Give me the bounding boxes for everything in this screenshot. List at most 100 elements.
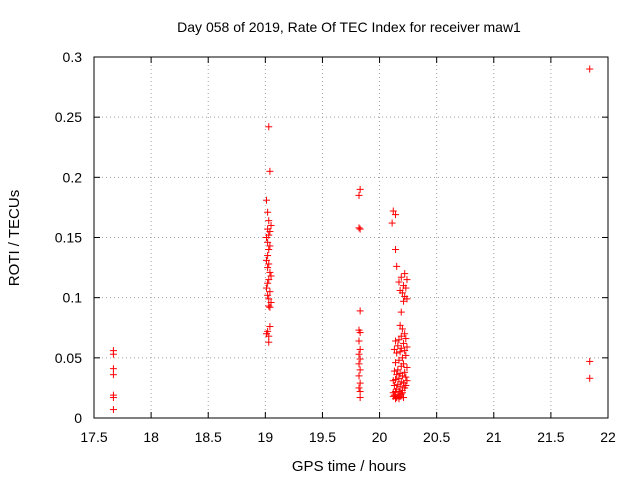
data-point <box>403 377 411 385</box>
data-point <box>394 366 402 374</box>
data-point <box>356 379 364 387</box>
data-point <box>397 273 405 281</box>
x-tick-labels: 17.5 18 18.5 19 19.5 20 20.5 21 21.5 22 <box>80 429 616 445</box>
data-point <box>266 268 274 276</box>
data-point <box>395 374 403 382</box>
data-point <box>355 350 363 358</box>
x-tick-label: 21 <box>486 429 502 445</box>
data-point <box>398 289 406 297</box>
x-tick-label: 19.5 <box>309 429 336 445</box>
data-point <box>356 366 364 374</box>
data-point <box>355 224 363 232</box>
data-point <box>389 392 397 400</box>
data-point <box>266 242 274 250</box>
data-point <box>401 368 409 376</box>
data-point <box>586 65 594 73</box>
data-point <box>265 332 273 340</box>
data-point <box>267 298 275 306</box>
data-point <box>356 355 364 363</box>
data-point <box>393 371 401 379</box>
data-point <box>392 211 400 219</box>
data-point <box>109 371 117 379</box>
data-point <box>356 307 364 315</box>
x-tick-label: 20.5 <box>423 429 450 445</box>
data-point <box>390 345 398 353</box>
data-point <box>395 278 403 286</box>
data-point <box>265 260 273 268</box>
data-point <box>356 388 364 396</box>
data-point <box>355 372 363 380</box>
data-point <box>355 360 363 368</box>
chart-title: Day 058 of 2019, Rate Of TEC Index for r… <box>177 19 521 35</box>
data-point <box>395 336 403 344</box>
y-axis-label: ROTI / TECUs <box>6 190 23 286</box>
data-point <box>266 323 274 331</box>
data-point <box>402 335 410 343</box>
x-tick-label: 18 <box>143 429 159 445</box>
data-point <box>356 225 364 233</box>
data-point <box>265 338 273 346</box>
data-point <box>264 238 272 246</box>
data-point <box>265 246 273 254</box>
y-tick-label: 0.15 <box>55 230 82 246</box>
data-point <box>355 191 363 199</box>
y-tick-label: 0 <box>74 410 82 426</box>
data-point <box>356 185 364 193</box>
data-point <box>397 308 405 316</box>
data-point <box>267 272 275 280</box>
y-tick-label: 0.3 <box>63 49 83 65</box>
x-tick-label: 20 <box>372 429 388 445</box>
data-point <box>264 252 272 260</box>
data-points <box>109 65 594 414</box>
data-point <box>403 343 411 351</box>
data-point <box>262 234 270 241</box>
data-point <box>109 350 117 358</box>
data-point <box>392 246 400 254</box>
data-point <box>356 394 364 402</box>
x-tick-label: 17.5 <box>80 429 107 445</box>
axis-ticks <box>93 56 609 419</box>
data-point <box>397 362 405 370</box>
data-point <box>355 337 363 345</box>
data-point <box>402 373 410 381</box>
data-point <box>403 363 411 371</box>
data-point <box>397 332 405 340</box>
data-point <box>264 264 272 272</box>
x-tick-label: 22 <box>600 429 616 445</box>
data-point <box>267 221 275 229</box>
data-point <box>393 262 401 270</box>
data-point <box>262 284 270 292</box>
data-point <box>395 395 403 403</box>
data-point <box>586 374 594 382</box>
x-axis-label: GPS time / hours <box>292 458 406 475</box>
data-point <box>389 377 397 385</box>
grid-lines <box>94 57 608 418</box>
data-point <box>265 295 273 303</box>
data-point <box>401 270 409 278</box>
y-tick-label: 0.05 <box>55 350 82 366</box>
data-point <box>403 276 411 284</box>
data-point <box>396 348 404 356</box>
data-point <box>109 406 117 414</box>
data-point <box>355 384 363 392</box>
x-tick-label: 18.5 <box>195 429 222 445</box>
y-tick-label: 0.2 <box>63 169 83 185</box>
data-point <box>109 394 117 402</box>
data-point <box>265 302 273 310</box>
data-point <box>262 256 270 264</box>
data-point <box>265 123 273 131</box>
data-point <box>266 167 274 175</box>
data-point <box>264 291 272 299</box>
x-tick-label: 21.5 <box>537 429 564 445</box>
data-point <box>402 284 410 292</box>
data-point <box>264 279 272 287</box>
data-point <box>401 347 409 355</box>
data-point <box>393 349 401 357</box>
data-point <box>262 196 270 204</box>
y-tick-label: 0.25 <box>55 109 82 125</box>
data-point <box>356 329 364 337</box>
y-tick-label: 0.1 <box>63 290 83 306</box>
data-point <box>264 208 272 216</box>
data-point <box>400 297 408 305</box>
